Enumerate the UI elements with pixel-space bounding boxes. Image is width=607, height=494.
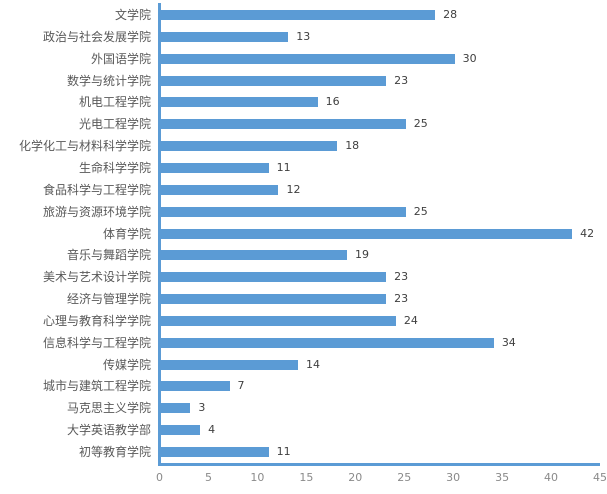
category-label: 外国语学院 xyxy=(90,51,151,66)
bar xyxy=(161,97,318,108)
value-label: 3 xyxy=(198,401,206,415)
x-axis-line xyxy=(158,463,600,466)
category-label: 化学化工与材料科学学院 xyxy=(18,139,151,154)
category-label: 初等教育学院 xyxy=(78,445,151,459)
x-tick-label: 15 xyxy=(299,471,314,484)
category-label: 体育学院 xyxy=(102,226,151,241)
category-label: 城市与建筑工程学院 xyxy=(42,379,151,394)
category-label: 信息科学与工程学院 xyxy=(42,335,151,350)
value-label: 30 xyxy=(462,51,477,65)
bar xyxy=(161,272,387,283)
category-label: 经济与管理学院 xyxy=(66,292,151,307)
bar xyxy=(161,447,269,457)
category-label: 光电工程学院 xyxy=(78,117,151,132)
value-label: 25 xyxy=(413,117,428,131)
value-label: 24 xyxy=(403,313,418,327)
category-label: 大学英语教学部 xyxy=(66,423,151,438)
bar xyxy=(161,315,396,326)
value-label: 18 xyxy=(345,139,360,153)
category-label: 旅游与资源环境学院 xyxy=(42,204,151,219)
category-label: 机电工程学院 xyxy=(78,95,151,110)
bar xyxy=(161,403,191,414)
x-tick-label: 30 xyxy=(446,471,461,484)
value-label: 12 xyxy=(286,182,301,196)
bar xyxy=(161,228,573,239)
category-label: 美术与艺术设计学院 xyxy=(42,270,151,285)
value-label: 42 xyxy=(580,226,595,240)
category-label: 心理与教育科学学院 xyxy=(42,313,151,328)
value-label: 14 xyxy=(306,357,321,371)
bar xyxy=(161,53,455,64)
y-axis-line xyxy=(158,3,161,463)
bar xyxy=(161,381,230,392)
value-label: 16 xyxy=(325,95,340,109)
x-tick-label: 35 xyxy=(495,471,510,484)
category-label: 文学院 xyxy=(114,8,151,22)
category-label: 马克思主义学院 xyxy=(66,401,151,416)
bar xyxy=(161,119,406,130)
value-label: 19 xyxy=(354,248,369,262)
category-label: 传媒学院 xyxy=(102,357,151,372)
value-label: 25 xyxy=(413,204,428,218)
value-label: 13 xyxy=(296,29,311,43)
x-tick-label: 10 xyxy=(250,471,265,484)
bar xyxy=(161,425,201,436)
bar xyxy=(161,294,387,305)
bar xyxy=(161,206,406,217)
value-label: 23 xyxy=(394,292,409,306)
category-label: 数学与统计学院 xyxy=(66,73,151,88)
bar xyxy=(161,31,289,42)
value-label: 34 xyxy=(501,335,516,349)
bar xyxy=(161,75,387,86)
value-label: 23 xyxy=(394,73,409,87)
x-tick-label: 45 xyxy=(593,471,607,484)
category-label: 食品科学与工程学院 xyxy=(42,182,151,197)
bar xyxy=(161,10,436,20)
x-tick-label: 40 xyxy=(544,471,559,484)
bar xyxy=(161,250,347,261)
category-label: 生命科学学院 xyxy=(78,160,151,175)
bar xyxy=(161,184,279,195)
bar xyxy=(161,337,494,348)
bar xyxy=(161,162,269,173)
value-label: 4 xyxy=(208,423,216,437)
bar xyxy=(161,359,299,370)
value-label: 7 xyxy=(237,379,245,393)
value-label: 23 xyxy=(394,270,409,284)
x-tick-label: 25 xyxy=(397,471,412,484)
x-tick-label: 5 xyxy=(204,471,212,484)
x-tick-label: 0 xyxy=(156,471,163,484)
category-label: 音乐与舞蹈学院 xyxy=(66,248,151,263)
value-label: 28 xyxy=(443,8,458,21)
value-label: 11 xyxy=(276,160,291,174)
category-label: 政治与社会发展学院 xyxy=(42,29,151,44)
x-tick-label: 20 xyxy=(348,471,363,484)
value-label: 11 xyxy=(276,445,291,458)
bar xyxy=(161,141,338,152)
